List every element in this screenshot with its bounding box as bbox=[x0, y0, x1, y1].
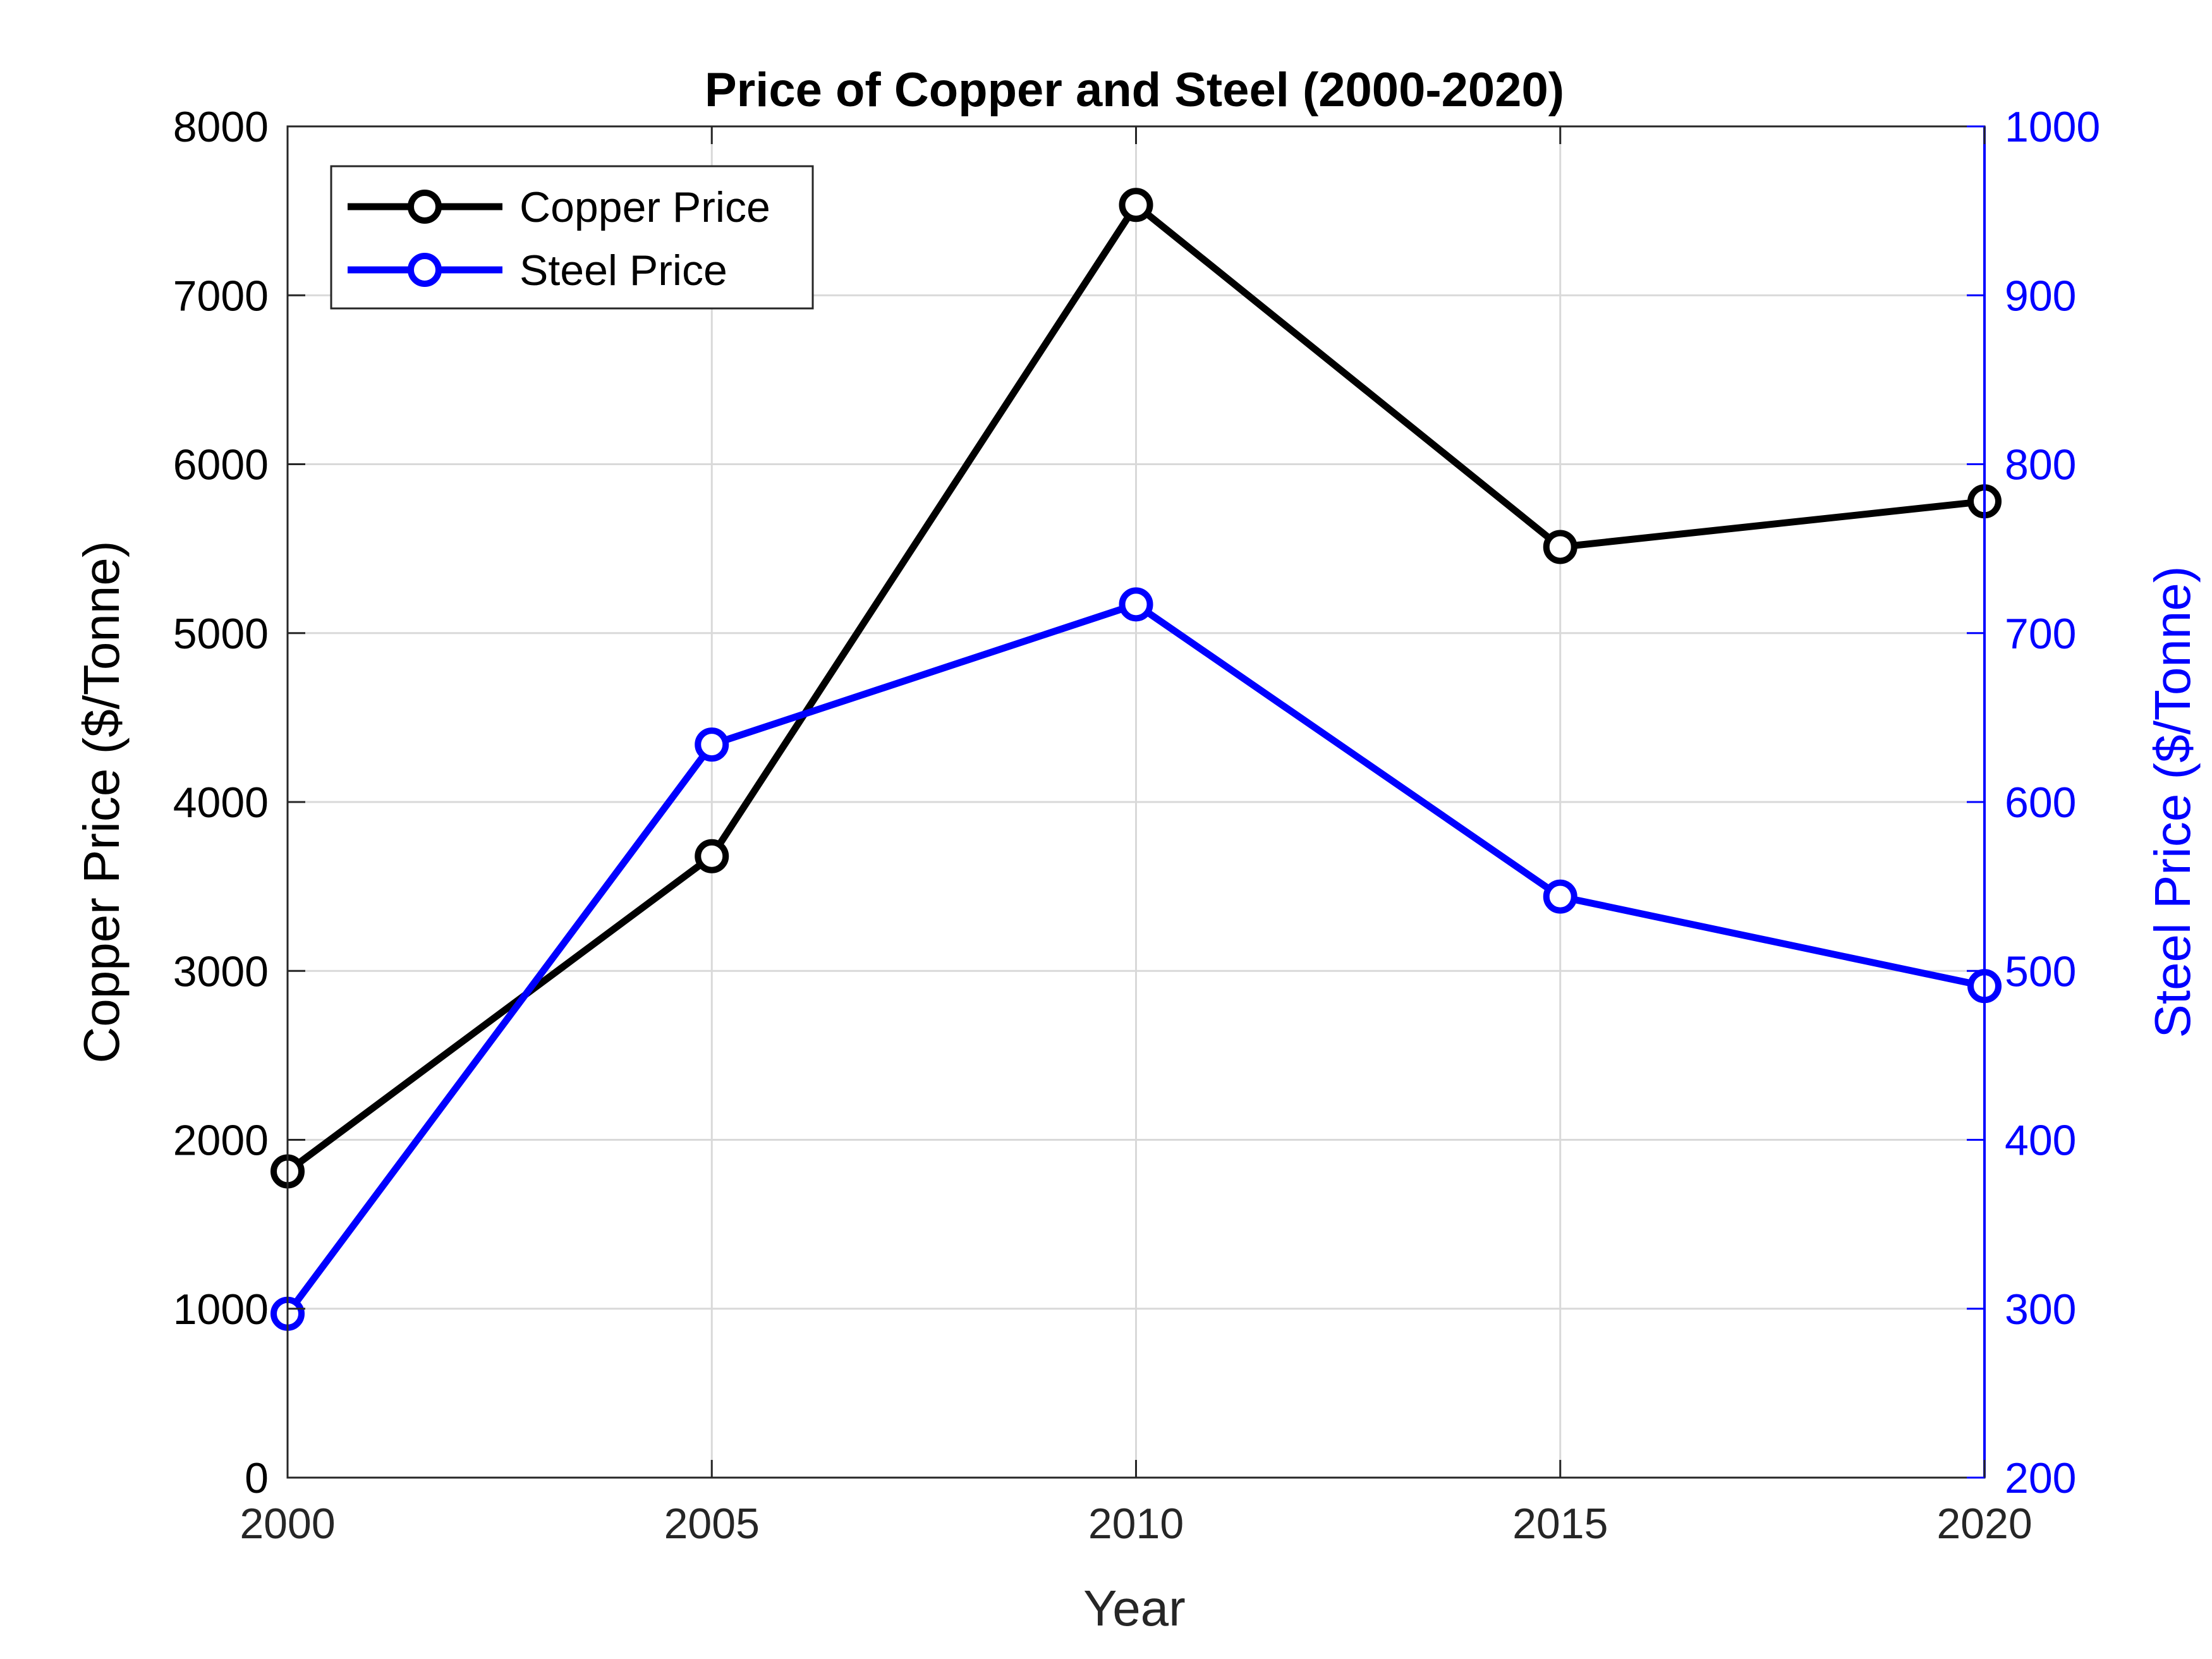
series-layer bbox=[270, 188, 2002, 1331]
x-tick-label: 2005 bbox=[664, 1500, 760, 1548]
legend-box bbox=[330, 165, 814, 310]
copper-price-point bbox=[1119, 188, 1153, 222]
y-right-tick-label: 600 bbox=[2005, 779, 2076, 827]
y-left-tick-label: 2000 bbox=[173, 1117, 269, 1165]
steel-price-point bbox=[695, 727, 729, 762]
x-axis-title: Year bbox=[1083, 1580, 1186, 1636]
y-right-tick-label: 200 bbox=[2005, 1454, 2076, 1502]
x-tick-label: 2020 bbox=[1936, 1500, 2032, 1548]
y-right-tick-label: 800 bbox=[2005, 441, 2076, 489]
copper-price-legend-marker bbox=[408, 190, 442, 224]
y-left-tick-label: 3000 bbox=[173, 947, 269, 995]
steel-price-legend-marker bbox=[408, 253, 442, 287]
ticks: 2000 2005 2010 2015 2020 0 1000 2000 3000 4000 500… bbox=[173, 103, 2101, 1548]
y-left-tick-label: 0 bbox=[245, 1454, 269, 1502]
steel-price-legend-label: Steel Price bbox=[520, 246, 727, 295]
y-axis-left-title: Copper Price ($/Tonne) bbox=[73, 540, 130, 1063]
y-right-tick-label: 300 bbox=[2005, 1285, 2076, 1334]
y-left-tick-label: 1000 bbox=[173, 1285, 269, 1334]
legend: Copper Price Steel Price bbox=[330, 165, 814, 310]
copper-price-point bbox=[1543, 530, 1577, 564]
copper-price-legend-label: Copper Price bbox=[520, 183, 770, 231]
y-right-tick-label: 400 bbox=[2005, 1117, 2076, 1165]
y-right-tick-label: 1000 bbox=[2005, 103, 2100, 151]
y-left-tick-label: 8000 bbox=[173, 103, 269, 151]
grid bbox=[288, 126, 1984, 1478]
x-tick-label: 2015 bbox=[1512, 1500, 1608, 1548]
steel-price-point bbox=[1119, 587, 1153, 622]
chart-title: Price of Copper and Steel (2000-2020) bbox=[705, 63, 1564, 117]
y-axis-right-title: Steel Price ($/Tonne) bbox=[2144, 566, 2201, 1038]
y-right-tick-label: 700 bbox=[2005, 610, 2076, 658]
y-left-tick-label: 7000 bbox=[173, 272, 269, 320]
x-tick-label: 2010 bbox=[1088, 1500, 1184, 1548]
y-left-tick-label: 5000 bbox=[173, 610, 269, 658]
y-left-tick-label: 4000 bbox=[173, 779, 269, 827]
copper-price-point bbox=[695, 839, 729, 873]
y-right-tick-label: 900 bbox=[2005, 272, 2076, 320]
y-left-tick-label: 6000 bbox=[173, 441, 269, 489]
x-tick-label: 2000 bbox=[240, 1500, 335, 1548]
y-right-tick-label: 500 bbox=[2005, 947, 2076, 995]
steel-price-point bbox=[1543, 879, 1577, 914]
